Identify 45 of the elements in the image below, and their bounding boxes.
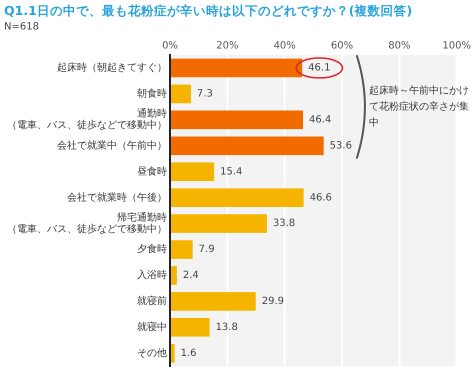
data-label: 46.6 [310,192,332,204]
bar [171,266,177,285]
x-tick-label: 100% [442,40,471,52]
bar [171,110,304,130]
data-label: 29.9 [262,296,284,307]
x-tick-label: 0% [162,40,178,52]
bar [171,318,210,337]
y-tick-label: 通勤時（電車、バス、徒歩などで移動中） [7,108,167,132]
x-tick-label: 60% [330,40,354,52]
x-tick-label: 40% [274,40,296,52]
data-label: 1.6 [180,348,196,359]
bar [171,58,302,78]
data-label: 33.8 [272,218,296,230]
bar [171,136,324,156]
bar [171,84,191,104]
data-label: 13.8 [216,322,238,333]
x-tick-label: 20% [216,40,238,52]
data-label: 7.9 [198,244,215,256]
bar [171,214,267,233]
data-label: 46.4 [309,114,332,126]
x-tick-label: 80% [388,40,410,52]
bar [171,292,256,311]
chart-title: Q1.1日の中で、最も花粉症が辛い時は以下のどれですか？(複数回答) [4,2,412,18]
y-tick-label: 会社で就業時（午後） [67,191,167,204]
y-tick-label: 入浴時 [137,269,167,282]
y-tick-label: 帰宅通勤時（電車、バス、徒歩などで移動中） [7,211,167,235]
y-tick-label: 就寝前 [137,295,167,307]
y-tick-label: 就寝中 [137,320,167,333]
y-tick-label: 会社で就業中（午前中） [57,139,167,152]
y-tick-label: 夕食時 [137,243,167,256]
data-label: 2.4 [182,270,199,282]
data-label: 7.3 [196,88,213,100]
bar [171,344,175,363]
text: N=618 [4,22,39,33]
y-tick-label: 昼食時 [137,165,167,178]
bar [171,240,193,259]
data-label: 15.4 [220,166,242,178]
data-label: 46.1 [308,62,330,74]
y-tick-label: その他 [137,346,167,359]
y-tick-label: 起床時（朝起きてすぐ） [57,62,167,74]
bar [171,162,214,182]
bar [171,188,304,207]
data-label: 53.6 [330,140,352,152]
y-tick-label: 朝食時 [137,88,167,100]
annotation: 起床時～午前中にかけて花粉症状の辛さが集中 [368,84,469,128]
